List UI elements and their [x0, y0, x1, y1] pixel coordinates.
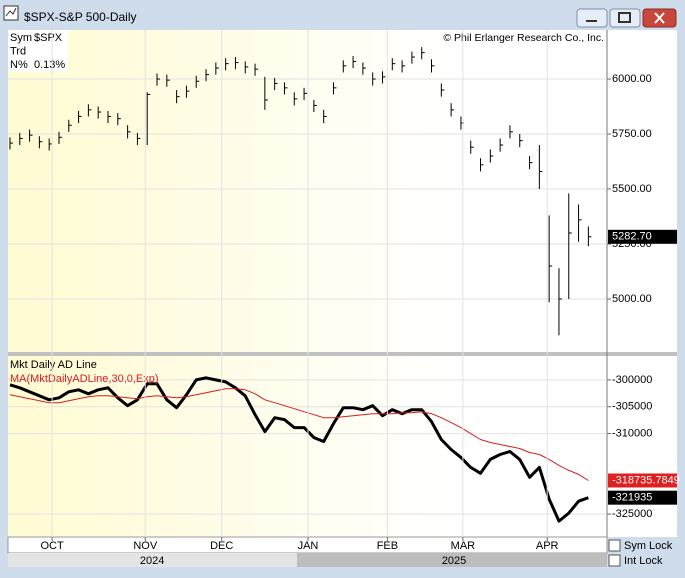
year-label: 2025 [442, 555, 466, 567]
y-tick-label: -310000 [612, 427, 652, 439]
window-icon [3, 5, 19, 21]
y-tick-label: -325000 [612, 508, 652, 520]
y-tick-label: 5500.00 [612, 183, 652, 195]
info-label: N% [10, 59, 28, 71]
y-tick-label: 5000.00 [612, 293, 652, 305]
copyright: © Phil Erlanger Research Co., Inc. [443, 32, 604, 44]
legend-entry: Mkt Daily AD Line [10, 359, 97, 371]
int-lock-checkbox[interactable] [608, 554, 621, 567]
int-lock-label[interactable]: Int Lock [624, 555, 663, 567]
x-tick-label: NOV [133, 540, 158, 552]
close-glyph [654, 12, 665, 24]
x-tick-label: APR [536, 540, 559, 552]
x-tick-label: JAN [298, 540, 319, 552]
window-title: $SPX-S&P 500-Daily [24, 10, 137, 24]
x-tick-label: DEC [210, 540, 233, 552]
y-tick-label: -305000 [612, 401, 652, 413]
year-band-2024 [8, 553, 297, 567]
x-tick-label: FEB [377, 540, 398, 552]
series-line [9, 376, 589, 523]
last-value-label: -321935 [612, 492, 652, 504]
last-value-box [608, 473, 677, 488]
info-label: Sym [10, 32, 32, 44]
series-line [9, 388, 589, 481]
info-label: Trd [10, 45, 26, 57]
x-tick-label: MAR [451, 540, 476, 552]
last-price-box [608, 229, 677, 244]
info-value: $SPX [34, 32, 63, 44]
y-tick-label: 6000.00 [612, 73, 652, 85]
info-value: 0.13% [34, 59, 65, 71]
y-tick-label: 5750.00 [612, 128, 652, 140]
y-tick-label: -300000 [612, 374, 652, 386]
maximize-glyph [618, 12, 631, 23]
legend-entry: MA(MktDailyADLine,30,0,Exp) [10, 373, 159, 385]
price-axis [607, 30, 677, 352]
ad-axis [607, 356, 677, 537]
sym-lock-label[interactable]: Sym Lock [624, 540, 673, 552]
last-value-label: -318735.7849 [612, 474, 680, 486]
minimize-button[interactable] [576, 8, 608, 28]
info-box [8, 30, 68, 72]
x-tick-label: OCT [40, 540, 64, 552]
year-label: 2024 [140, 555, 164, 567]
panel-divider [8, 352, 677, 356]
sym-lock-checkbox[interactable] [608, 539, 621, 552]
maximize-button[interactable] [609, 8, 641, 28]
last-value-box [608, 490, 677, 505]
last-price-label: 5282.70 [612, 231, 652, 243]
year-band-2025 [297, 553, 607, 567]
window-icon-glyph [5, 7, 17, 17]
